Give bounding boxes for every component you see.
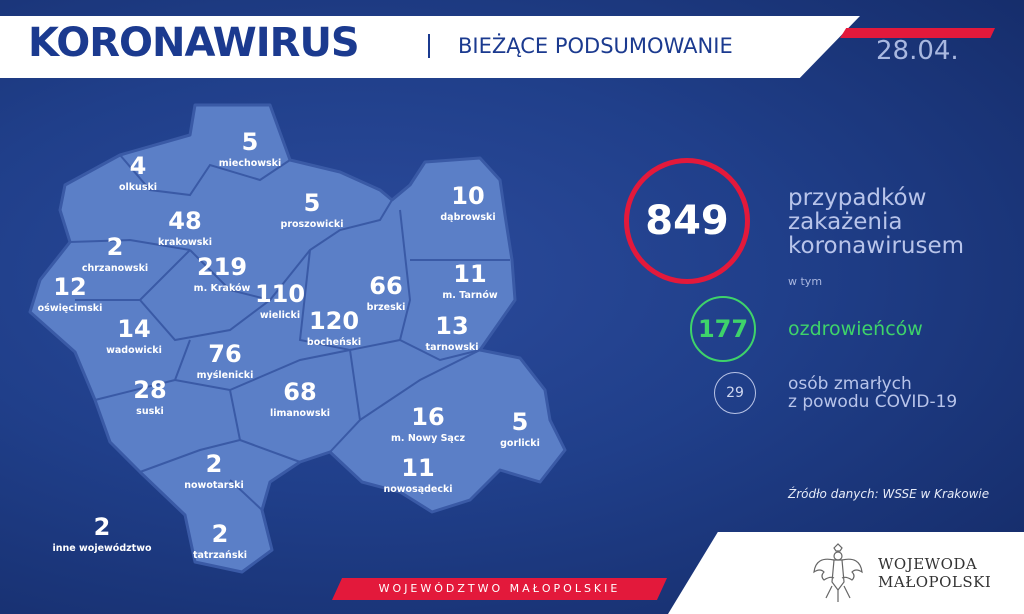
deaths-count: 29 [714, 372, 756, 414]
eagle-emblem-icon [813, 543, 863, 602]
county-krakowski: 48 krakowski [157, 207, 213, 248]
county-gorlicki: 5 gorlicki [500, 408, 540, 449]
county-myslenicki: 76 myślenicki [196, 340, 254, 381]
county-proszowicki: 5 proszowicki [280, 189, 344, 230]
county-tarnowski: 13 tarnowski [425, 312, 479, 353]
county-miechowski: 5 miechowski [218, 128, 282, 169]
county-m-nowy-sacz: 16 m. Nowy Sącz [391, 403, 465, 444]
recovered-label: ozdrowieńców [788, 318, 923, 340]
county-m-krakow: 219 m. Kraków [193, 253, 251, 294]
county-tatrzanski: 2 tatrzański [192, 520, 248, 561]
county-dabrowski: 10 dąbrowski [440, 182, 496, 223]
county-nowotarski: 2 nowotarski [184, 450, 244, 491]
region-name: WOJEWÓDZTWO MAŁOPOLSKIE [378, 582, 621, 595]
county-brzeski: 66 brzeski [366, 272, 406, 313]
county-m-tarnow: 11 m. Tarnów [442, 260, 498, 301]
county-borders [69, 154, 510, 511]
county-chrzanowski: 2 chrzanowski [81, 233, 149, 274]
cases-label-line: koronawirusem [788, 233, 965, 259]
cases-count: 849 [624, 158, 750, 284]
logo-text-line: WOJEWODA [878, 555, 978, 573]
county-limanowski: 68 limanowski [269, 378, 331, 419]
logo-text: WOJEWODA MAŁOPOLSKI [878, 555, 991, 591]
county-wielicki: 110 wielicki [254, 280, 306, 321]
deaths-label-line: osób zmarłych [788, 374, 912, 394]
county-oswiecimski: 12 oświęcimski [37, 273, 103, 314]
county-suski: 28 suski [133, 376, 167, 417]
province-outline [28, 103, 567, 574]
deaths-label-line: z powodu COVID-19 [788, 392, 958, 412]
divider [428, 34, 430, 58]
data-source: Źródło danych: WSSE w Krakowie [788, 487, 990, 501]
county-other-voivodeship: 2 inne województwo [52, 513, 152, 554]
cases-label: przypadków zakażenia koronawirusem [788, 186, 964, 258]
county-olkuski: 4 olkuski [118, 152, 158, 193]
recovered-count: 177 [690, 296, 756, 362]
cases-label-line: przypadków [788, 185, 927, 211]
county-nowosadecki: 11 nowosądecki [383, 454, 453, 495]
header-banner [0, 16, 860, 78]
accent-bar [840, 28, 995, 38]
county-wadowicki: 14 wadowicki [106, 315, 162, 356]
page-subtitle: BIEŻĄCE PODSUMOWANIE [458, 34, 733, 58]
logo-text-line: MAŁOPOLSKI [878, 573, 992, 591]
region-banner: WOJEWÓDZTWO MAŁOPOLSKIE [332, 578, 667, 600]
including-label: w tym [788, 275, 823, 288]
page-title: KORONAWIRUS [28, 20, 360, 66]
county-bochenski: 120 bocheński [306, 307, 362, 348]
cases-label-line: zakażenia [788, 209, 903, 235]
deaths-label: osób zmarłych z powodu COVID-19 [788, 375, 957, 411]
date: 28.04. [876, 36, 959, 66]
logo-panel [668, 532, 1024, 614]
